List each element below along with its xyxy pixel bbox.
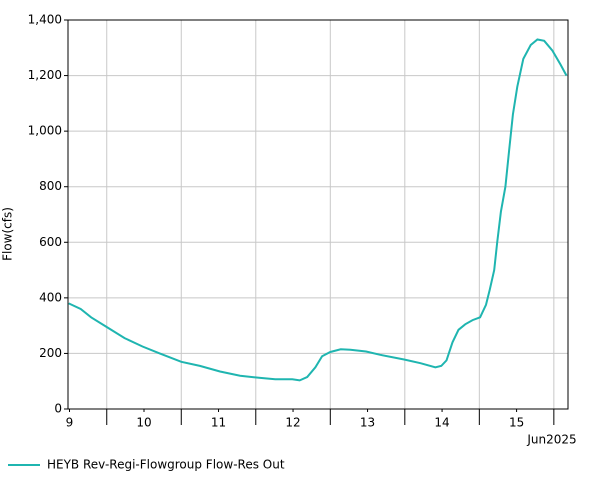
x-tick-label: 9 bbox=[66, 416, 74, 430]
y-tick-label: 0 bbox=[54, 402, 62, 416]
plot-frame bbox=[67, 19, 569, 410]
y-tick-label: 600 bbox=[39, 235, 62, 249]
series-line bbox=[68, 38, 568, 382]
x-tick-label: 14 bbox=[434, 416, 449, 430]
y-tick-label: 400 bbox=[39, 290, 62, 304]
legend-label: HEYB Rev-Regi-Flowgroup Flow-Res Out bbox=[47, 458, 285, 472]
y-tick-label: 800 bbox=[39, 179, 62, 193]
y-tick-label: 1,000 bbox=[28, 124, 62, 138]
x-tick-label: 12 bbox=[285, 416, 300, 430]
y-axis-label: Flow(cfs) bbox=[1, 207, 15, 261]
x-tick-label: 10 bbox=[136, 416, 151, 430]
y-tick-label: 1,400 bbox=[28, 13, 62, 27]
y-tick-label: 200 bbox=[39, 346, 62, 360]
x-tick-label: 11 bbox=[211, 416, 226, 430]
x-tick-label: 13 bbox=[360, 416, 375, 430]
y-tick-label: 1,200 bbox=[28, 68, 62, 82]
x-tick-label: 15 bbox=[509, 416, 524, 430]
x-date-label: Jun2025 bbox=[526, 433, 576, 447]
